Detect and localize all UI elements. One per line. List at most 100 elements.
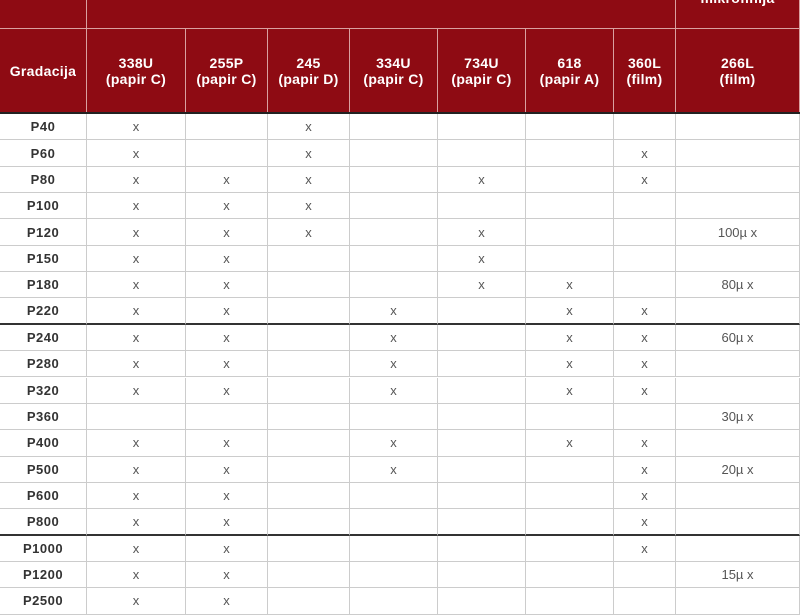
cell: x — [526, 272, 614, 299]
header-text: 245 — [296, 54, 321, 71]
cell: x — [614, 298, 676, 325]
cell: x — [438, 166, 526, 194]
mark: x — [223, 329, 230, 345]
mark: x — [132, 277, 140, 293]
mark: x — [641, 145, 648, 161]
header-text: (papir C) — [196, 70, 257, 87]
row-label: P800 — [0, 509, 87, 536]
mark: x — [223, 593, 230, 609]
cell — [268, 456, 350, 483]
cell: x — [438, 272, 526, 299]
mark: x — [566, 356, 573, 372]
column-header: 618 (papir A) — [526, 28, 614, 112]
cell: x — [614, 377, 676, 404]
mark: x — [132, 198, 140, 214]
header-rule — [0, 112, 800, 114]
cell: x — [350, 324, 438, 352]
header-text: (papir A) — [539, 70, 600, 87]
grade: P60 — [30, 145, 56, 161]
header-note: mikrofinija — [700, 0, 774, 6]
cell — [268, 351, 350, 378]
cell — [268, 535, 350, 562]
column-header: 338U (papir C) — [87, 28, 186, 112]
cell — [350, 166, 438, 194]
cell — [438, 324, 526, 352]
cell: x — [268, 140, 350, 167]
cell — [614, 588, 676, 615]
column-header: Gradacija — [0, 28, 87, 112]
cell: x — [614, 324, 676, 352]
row-label: P2500 — [0, 588, 87, 615]
cell — [676, 430, 800, 457]
row-label: P100 — [0, 193, 87, 220]
grade: P500 — [26, 461, 60, 477]
cell — [526, 245, 614, 273]
mark: x — [305, 224, 312, 240]
cell — [87, 403, 186, 431]
grade: P100 — [26, 198, 60, 214]
mark: x — [390, 356, 397, 372]
cell: x — [526, 377, 614, 404]
mark: x — [641, 171, 648, 187]
cell — [438, 535, 526, 562]
cell — [350, 561, 438, 589]
cell: x — [186, 324, 268, 352]
grade: P800 — [26, 513, 60, 529]
cell — [614, 561, 676, 589]
grade: P1000 — [22, 540, 64, 556]
cell — [676, 351, 800, 378]
cell: x — [87, 140, 186, 167]
mark: x — [223, 171, 230, 187]
mark: x — [223, 382, 230, 398]
mark: x — [223, 435, 230, 451]
header-text: (papir C) — [451, 70, 512, 87]
cell: x — [526, 351, 614, 378]
row-label: P500 — [0, 456, 87, 483]
cell: x — [614, 166, 676, 194]
mark: x — [223, 224, 230, 240]
cell — [614, 272, 676, 299]
cell — [438, 298, 526, 325]
cell — [186, 140, 268, 167]
grade: P120 — [26, 224, 60, 240]
mark: x — [132, 435, 140, 451]
cell — [350, 535, 438, 562]
row-label: P240 — [0, 324, 87, 352]
mark: x — [223, 488, 230, 504]
cell: x — [186, 482, 268, 510]
cell — [526, 535, 614, 562]
mark: x — [566, 382, 573, 398]
mark: x — [641, 461, 648, 477]
cell — [676, 482, 800, 510]
header-cell — [87, 0, 676, 28]
cell — [268, 403, 350, 431]
cell — [614, 114, 676, 141]
grade: P40 — [30, 119, 56, 135]
mark: x — [132, 382, 140, 398]
cell: x — [526, 298, 614, 325]
mark: x — [132, 461, 140, 477]
cell: x — [350, 298, 438, 325]
cell — [438, 193, 526, 220]
cell — [526, 403, 614, 431]
cell — [438, 430, 526, 457]
cell: 60µ x — [676, 324, 800, 352]
cell: x — [87, 561, 186, 589]
cell — [438, 588, 526, 615]
mark: x — [132, 329, 140, 345]
cell: x — [268, 166, 350, 194]
mark: 30µ x — [721, 409, 754, 425]
cell — [614, 219, 676, 246]
mark: x — [223, 461, 230, 477]
mark: x — [390, 382, 397, 398]
cell — [676, 166, 800, 194]
cell: x — [614, 535, 676, 562]
cell — [526, 482, 614, 510]
cell — [268, 561, 350, 589]
grade: P2500 — [22, 593, 64, 609]
cell: x — [186, 245, 268, 273]
mark: x — [641, 488, 648, 504]
cell: x — [438, 219, 526, 246]
cell: x — [350, 351, 438, 378]
